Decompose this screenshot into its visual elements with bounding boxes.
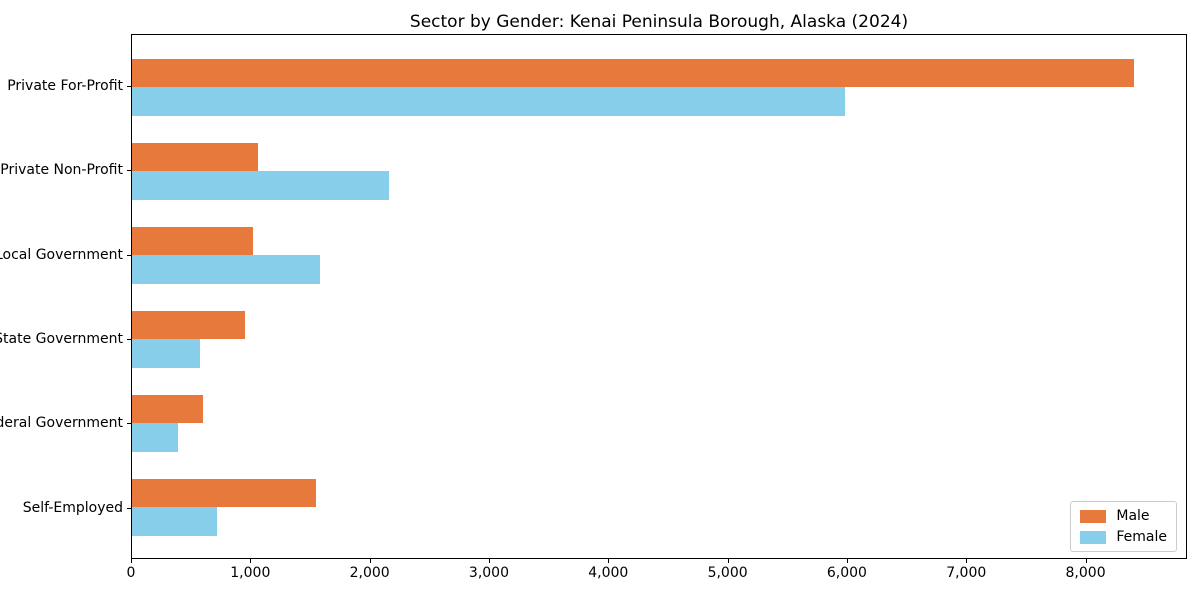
bar-group xyxy=(132,213,1186,297)
legend: Male Female xyxy=(1070,501,1177,552)
y-axis-label: Local Government xyxy=(0,246,123,263)
x-tick-mark xyxy=(131,559,132,563)
y-tick-mark xyxy=(127,339,131,341)
x-tick-label: 1,000 xyxy=(230,565,271,581)
x-tick-label: 2,000 xyxy=(349,565,390,581)
plot-area: Male Female xyxy=(131,34,1187,559)
bar-group xyxy=(132,129,1186,213)
bar-female xyxy=(132,339,201,368)
legend-entry-male: Male xyxy=(1080,509,1167,523)
female-color-swatch xyxy=(1080,530,1107,544)
y-label-row: Federal Government xyxy=(0,381,131,465)
x-tick-label: 5,000 xyxy=(707,565,748,581)
y-label-row: State Government xyxy=(0,297,131,381)
bar-female xyxy=(132,255,321,284)
bar-group xyxy=(132,465,1186,549)
x-tick-label: 7,000 xyxy=(946,565,987,581)
x-tick-mark xyxy=(966,559,968,563)
x-tick-mark xyxy=(1085,559,1087,563)
y-label-row: Local Government xyxy=(0,213,131,297)
bar-male xyxy=(132,310,246,339)
y-axis-labels: Private For-Profit Private Non-Profit Loca… xyxy=(0,44,131,550)
y-tick-mark xyxy=(127,507,131,509)
x-tick-mark xyxy=(488,559,490,563)
bar-group xyxy=(132,297,1186,381)
legend-label-female: Female xyxy=(1116,529,1167,545)
male-color-swatch xyxy=(1080,509,1107,523)
bar-female xyxy=(132,507,217,536)
y-axis-label: Private For-Profit xyxy=(7,78,123,95)
y-label-row: Self-Employed xyxy=(0,466,131,550)
y-axis-label: Private Non-Profit xyxy=(0,162,123,179)
x-axis-ticks: 0 1,000 2,000 3,000 4,000 5,000 6,000 7,000 8,00… xyxy=(127,559,1187,589)
legend-entry-female: Female xyxy=(1080,530,1167,544)
y-axis-label: Self-Employed xyxy=(22,499,123,516)
bar-male xyxy=(132,394,204,423)
y-tick-mark xyxy=(127,423,131,425)
x-tick-mark xyxy=(608,559,610,563)
x-tick-mark xyxy=(250,559,252,563)
bar-group xyxy=(132,45,1186,129)
bar-male xyxy=(132,142,259,171)
bar-rows xyxy=(132,45,1186,549)
bar-female xyxy=(132,87,846,116)
x-tick-label: 3,000 xyxy=(468,565,509,581)
y-label-row: Private For-Profit xyxy=(0,44,131,128)
x-tick-mark xyxy=(846,559,848,563)
y-axis-label: Federal Government xyxy=(0,415,123,432)
y-tick-mark xyxy=(127,86,131,88)
x-tick-label: 6,000 xyxy=(826,565,867,581)
bar-group xyxy=(132,381,1186,465)
y-tick-mark xyxy=(127,254,131,256)
x-tick-label: 8,000 xyxy=(1065,565,1106,581)
y-tick-mark xyxy=(127,170,131,172)
y-axis-label: State Government xyxy=(0,331,123,348)
x-tick-label: 0 xyxy=(126,565,136,581)
bar-male xyxy=(132,478,316,507)
x-tick-mark xyxy=(369,559,371,563)
x-tick-mark xyxy=(727,559,729,563)
bar-male xyxy=(132,58,1134,87)
chart-title: Sector by Gender: Kenai Peninsula Boroug… xyxy=(409,12,909,32)
x-tick-label: 4,000 xyxy=(588,565,629,581)
bar-female xyxy=(132,171,390,200)
y-label-row: Private Non-Profit xyxy=(0,128,131,212)
legend-label-male: Male xyxy=(1116,508,1150,524)
bar-female xyxy=(132,423,178,452)
bar-male xyxy=(132,226,254,255)
